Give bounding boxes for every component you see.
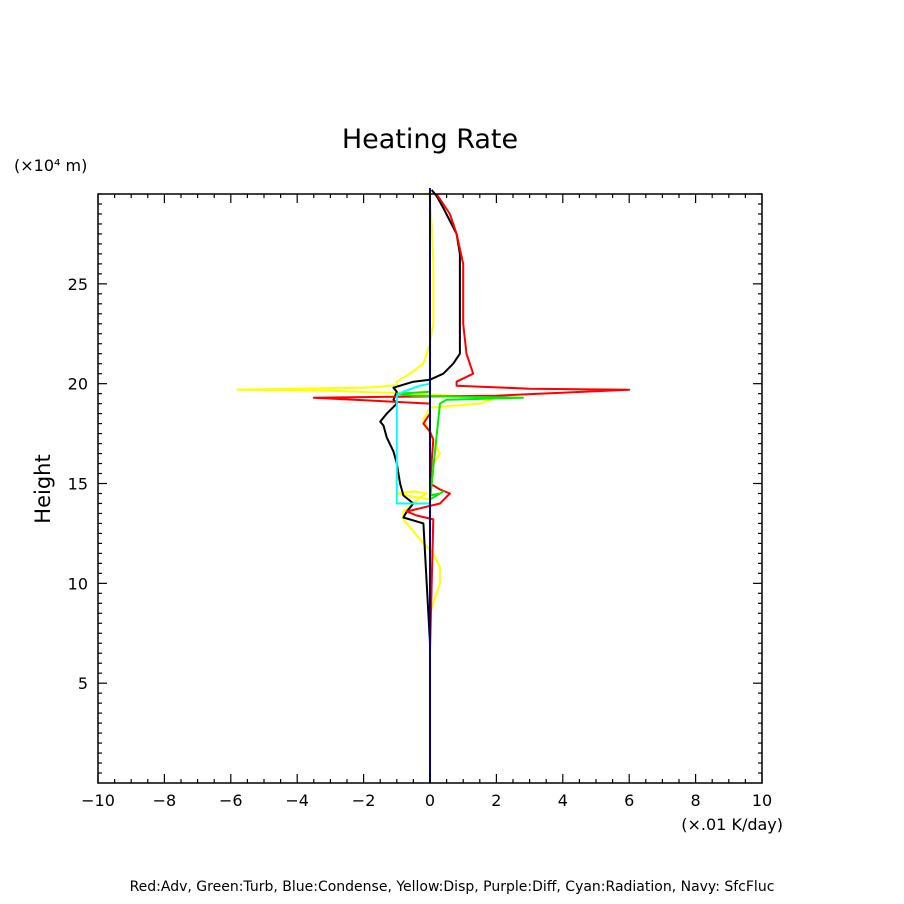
x-tick-labels: −10 −8 −6 −4 −2 0 2 4 6 8 10 [81, 791, 772, 810]
x-tick-label: 6 [624, 791, 634, 810]
chart-title: Heating Rate [342, 124, 518, 155]
x-tick-label: −10 [81, 791, 115, 810]
series-line-4 [395, 382, 431, 505]
x-tick-label: −6 [219, 791, 243, 810]
x-tick-label: −4 [285, 791, 309, 810]
series-layer [236, 188, 631, 783]
x-tick-label: −2 [352, 791, 376, 810]
series-line-1 [379, 189, 461, 652]
y-axis-label: Height [31, 454, 55, 523]
x-tick-label: −8 [153, 791, 177, 810]
x-tick-label: 0 [425, 791, 435, 810]
x-tick-label: 2 [491, 791, 501, 810]
y-tick-labels: 5 10 15 20 25 [68, 275, 88, 693]
series-line-3 [395, 390, 524, 501]
y-tick-label: 15 [68, 475, 88, 494]
x-tick-label: 8 [691, 791, 701, 810]
y-tick-label: 10 [68, 574, 88, 593]
legend-footnote: Red:Adv, Green:Turb, Blue:Condense, Yell… [130, 879, 775, 895]
series-line-2 [312, 193, 631, 652]
x-tick-label: 4 [558, 791, 568, 810]
y-axis-unit: (×10⁴ m) [14, 156, 87, 175]
series-line-0 [236, 191, 498, 616]
x-tick-label: 10 [752, 791, 772, 810]
x-axis-unit: (×.01 K/day) [681, 815, 783, 834]
y-tick-label: 5 [78, 674, 88, 693]
y-tick-label: 25 [68, 275, 88, 294]
y-tick-label: 20 [68, 375, 88, 394]
plot-frame [97, 193, 763, 784]
